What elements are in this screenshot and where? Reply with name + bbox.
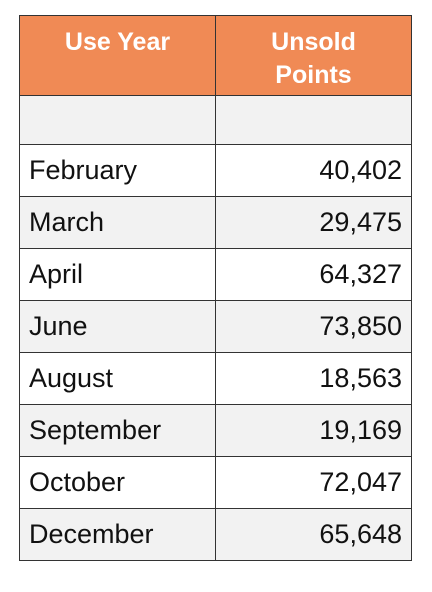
month-cell: April <box>19 248 216 301</box>
blank-row <box>19 95 412 145</box>
unsold-points-header: Unsold Points <box>215 15 412 96</box>
header-row: Use Year Unsold Points <box>19 15 412 96</box>
month-cell: September <box>19 404 216 457</box>
blank-cell <box>19 95 216 145</box>
points-cell: 65,648 <box>215 508 412 561</box>
table-row: June 73,850 <box>19 300 412 353</box>
table-row: March 29,475 <box>19 196 412 249</box>
table-body: February 40,402 March 29,475 April 64,32… <box>19 95 412 561</box>
table-row: April 64,327 <box>19 248 412 301</box>
unsold-points-table: Use Year Unsold Points February 40,402 M… <box>19 15 412 561</box>
use-year-header: Use Year <box>19 15 216 96</box>
table-row: February 40,402 <box>19 144 412 197</box>
table-row: December 65,648 <box>19 508 412 561</box>
table-row: October 72,047 <box>19 456 412 509</box>
month-cell: February <box>19 144 216 197</box>
points-cell: 72,047 <box>215 456 412 509</box>
points-cell: 73,850 <box>215 300 412 353</box>
table-row: August 18,563 <box>19 352 412 405</box>
points-cell: 64,327 <box>215 248 412 301</box>
blank-cell <box>215 95 412 145</box>
month-cell: June <box>19 300 216 353</box>
points-cell: 18,563 <box>215 352 412 405</box>
points-cell: 40,402 <box>215 144 412 197</box>
points-cell: 19,169 <box>215 404 412 457</box>
month-cell: August <box>19 352 216 405</box>
table-row: September 19,169 <box>19 404 412 457</box>
month-cell: March <box>19 196 216 249</box>
month-cell: December <box>19 508 216 561</box>
points-cell: 29,475 <box>215 196 412 249</box>
month-cell: October <box>19 456 216 509</box>
